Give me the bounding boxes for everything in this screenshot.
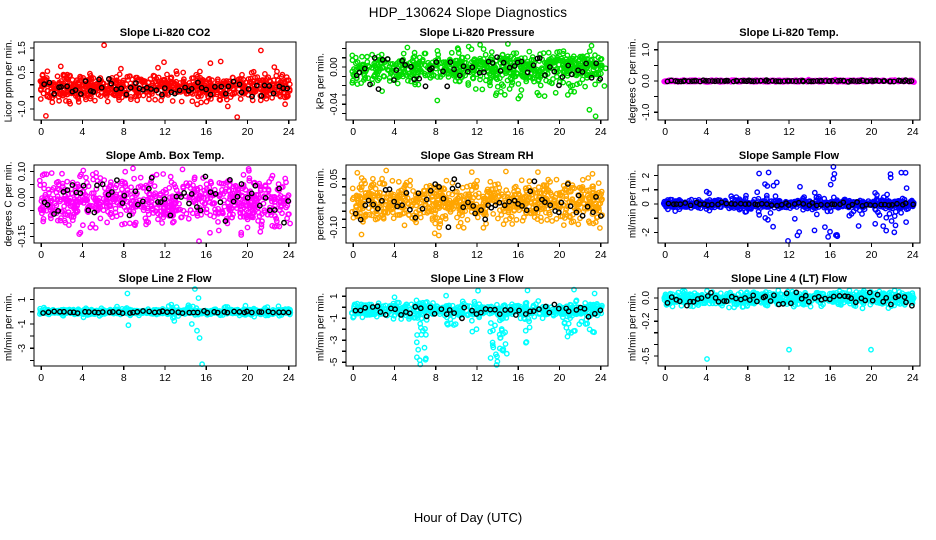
svg-text:8: 8 — [745, 126, 751, 138]
svg-text:12: 12 — [783, 126, 795, 138]
y-axis-label: kPa per min. — [315, 52, 327, 110]
svg-text:4: 4 — [704, 249, 710, 261]
svg-text:20: 20 — [554, 126, 566, 138]
scatter-plot-li820-pressure: 0 4 8 12 16 20 24 0.00 -0.04 — [329, 40, 609, 138]
svg-text:4: 4 — [80, 126, 86, 138]
svg-text:20: 20 — [866, 249, 878, 261]
svg-text:24: 24 — [907, 249, 919, 261]
svg-text:4: 4 — [704, 126, 710, 138]
panel-title: Slope Li-820 CO2 — [119, 27, 211, 39]
svg-text:-0.04: -0.04 — [329, 92, 340, 115]
svg-text:16: 16 — [200, 249, 212, 261]
y-axis-label: degrees C per min. — [3, 161, 15, 247]
svg-text:4: 4 — [392, 249, 398, 261]
panel-slope-li820-pressure: 0 4 8 12 16 20 24 0.00 -0.04 Slope Li-820 Pressu… — [312, 22, 624, 145]
y-axis-label: ml/min per min. — [627, 292, 639, 362]
svg-text:12: 12 — [159, 249, 171, 261]
panel-slope-line3-flow: 0 4 8 12 16 20 24 1 -1 -3 -5 Slope Line 3 Flow ml/… — [312, 268, 624, 391]
svg-text:0: 0 — [350, 126, 356, 138]
svg-text:0: 0 — [662, 126, 668, 138]
svg-text:24: 24 — [907, 126, 919, 138]
svg-text:12: 12 — [471, 249, 483, 261]
svg-text:24: 24 — [595, 249, 607, 261]
panel-title: Slope Li-820 Pressure — [419, 27, 535, 39]
svg-text:24: 24 — [283, 126, 295, 138]
y-axis-label: ml/min per min. — [315, 292, 327, 362]
scatter-plot-amb-box-temp: 0 4 8 12 16 20 24 -0.15 0.00 0.10 — [17, 161, 297, 261]
svg-text:-0.15: -0.15 — [17, 225, 28, 248]
y-axis-label: percent per min. — [315, 167, 327, 241]
y-axis-label: Licor ppm per min. — [3, 39, 15, 123]
svg-text:0.00: 0.00 — [17, 187, 28, 207]
panel-title: Slope Sample Flow — [738, 150, 840, 162]
panel-slope-line4-lt-flow: 0 4 8 12 16 20 24 0.0 -0.2 -0.5 Slope Line 4 (LT)… — [624, 268, 936, 391]
panel-title: Slope Li-820 Temp. — [739, 27, 839, 39]
scatter-plot-gas-stream-rh: 0 4 8 12 16 20 24 0.05 -0.10 — [329, 164, 609, 261]
svg-text:12: 12 — [783, 249, 795, 261]
panel-title: Slope Line 3 Flow — [430, 273, 524, 285]
svg-text:-1.0: -1.0 — [17, 100, 28, 118]
svg-text:12: 12 — [159, 126, 171, 138]
x-axis-caption: Hour of Day (UTC) — [413, 510, 523, 525]
panel-slope-amb-box-temp: 0 4 8 12 16 20 24 -0.15 0.00 0.10 Slope Amb. Box … — [0, 145, 312, 268]
svg-text:-1.0: -1.0 — [641, 103, 652, 121]
svg-text:0: 0 — [350, 249, 356, 261]
svg-text:16: 16 — [512, 126, 524, 138]
svg-text:20: 20 — [554, 249, 566, 261]
svg-text:8: 8 — [433, 249, 439, 261]
svg-text:12: 12 — [471, 126, 483, 138]
svg-text:0: 0 — [662, 249, 668, 261]
y-axis-label: ml/min per min. — [627, 169, 639, 239]
svg-text:8: 8 — [745, 249, 751, 261]
svg-text:-2: -2 — [641, 227, 652, 236]
svg-text:0.05: 0.05 — [329, 168, 340, 188]
svg-text:1: 1 — [641, 187, 652, 193]
panel-slope-sample-flow: 0 4 8 12 16 20 24 -2 0 1 2 Slope Sample Flow ml/mi… — [624, 145, 936, 268]
svg-text:20: 20 — [242, 249, 254, 261]
scatter-plot-line4-lt-flow: 0 4 8 12 16 20 240.0-0.2-0.5 — [641, 287, 921, 384]
panel-slope-li820-temp: 0 4 8 12 16 20 24 -1.0 0.0 1.0 Slope Li-820 Temp.… — [624, 22, 936, 145]
svg-text:1.0: 1.0 — [641, 42, 652, 56]
svg-text:8: 8 — [121, 249, 127, 261]
svg-text:16: 16 — [824, 249, 836, 261]
svg-text:4: 4 — [80, 249, 86, 261]
svg-text:-0.10: -0.10 — [329, 216, 340, 239]
scatter-plot-li820-co2: 0 4 8 12 16 20 24 -1.0 0.5 1.5 — [17, 41, 297, 138]
panel-slope-li820-co2: 0 4 8 12 16 20 24 -1.0 0.5 1.5 Slope Li-820 CO2 L… — [0, 22, 312, 145]
svg-text:24: 24 — [595, 126, 607, 138]
svg-text:20: 20 — [242, 126, 254, 138]
y-axis-label: ml/min per min. — [3, 292, 15, 362]
svg-text:8: 8 — [433, 126, 439, 138]
panel-title: Slope Line 2 Flow — [118, 273, 212, 285]
scatter-plot-line3-flow: 0 4 8 12 16 20 241-1-3-5 — [329, 286, 609, 384]
svg-text:20: 20 — [866, 126, 878, 138]
svg-text:4: 4 — [392, 126, 398, 138]
scatter-plot-line2-flow: 0 4 8 12 16 20 241-1-3 — [17, 286, 297, 384]
svg-text:8: 8 — [121, 126, 127, 138]
panel-title: Slope Gas Stream RH — [420, 150, 534, 162]
svg-text:0: 0 — [641, 201, 652, 207]
svg-text:16: 16 — [200, 126, 212, 138]
svg-text:0.10: 0.10 — [17, 161, 28, 181]
panel-title: Slope Line 4 (LT) Flow — [731, 273, 847, 285]
svg-text:1.5: 1.5 — [17, 41, 28, 55]
scatter-plot-li820-temp: 0 4 8 12 16 20 24 -1.0 0.0 1.0 — [641, 41, 921, 138]
figure-title: HDP_130624 Slope Diagnostics — [368, 5, 568, 20]
svg-text:0: 0 — [38, 126, 44, 138]
svg-text:0: 0 — [38, 249, 44, 261]
svg-text:0.5: 0.5 — [17, 65, 28, 79]
svg-text:2: 2 — [641, 172, 652, 178]
svg-text:0.00: 0.00 — [329, 57, 340, 77]
panel-title: Slope Amb. Box Temp. — [105, 150, 225, 162]
panel-slope-gas-stream-rh: 0 4 8 12 16 20 24 0.05 -0.10 Slope Gas Stream RH… — [312, 145, 624, 268]
svg-text:16: 16 — [512, 249, 524, 261]
y-axis-label: degrees C per min. — [627, 38, 639, 124]
panel-slope-line2-flow: 0 4 8 12 16 20 24 1 -1 -3 Slope Line 2 Flow ml/mi… — [0, 268, 312, 391]
svg-text:24: 24 — [283, 249, 295, 261]
svg-text:0.0: 0.0 — [641, 74, 652, 88]
svg-text:16: 16 — [824, 126, 836, 138]
